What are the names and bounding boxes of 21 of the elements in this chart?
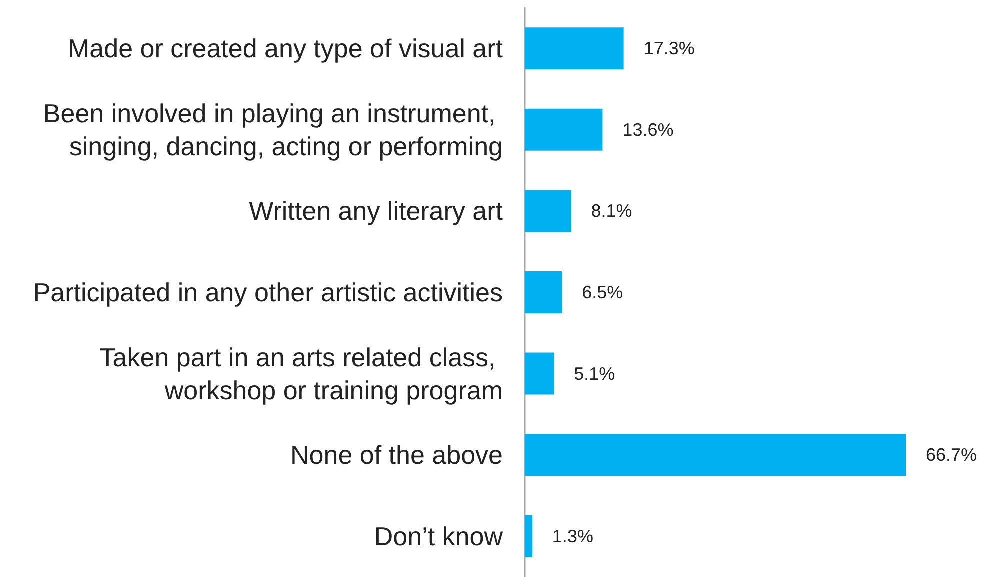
data-label: 8.1% xyxy=(591,201,632,222)
y-tick-label: None of the above xyxy=(290,440,503,470)
data-label: 6.5% xyxy=(582,282,624,302)
data-label: 13.6% xyxy=(622,120,674,140)
y-tick-label: Don’t know xyxy=(374,521,504,552)
bar xyxy=(525,190,572,232)
y-tick-label: Been involved in playing an instrument, singing, dancing, acting or performing xyxy=(43,98,503,162)
y-tick-label: Made or created any type of visual art xyxy=(68,34,504,64)
y-tick-label: Written any literary art xyxy=(249,196,504,226)
data-label: 66.7% xyxy=(926,445,978,466)
y-tick-label: Participated in any other artistic activities xyxy=(33,278,503,308)
bar xyxy=(525,352,554,395)
bar xyxy=(525,434,906,476)
bar xyxy=(525,28,624,70)
data-label: 17.3% xyxy=(644,38,695,59)
bar xyxy=(525,515,532,558)
bar xyxy=(525,108,603,151)
bar xyxy=(525,272,562,314)
y-tick-label: Taken part in an arts related class, workshop or training program xyxy=(100,342,503,406)
data-label: 1.3% xyxy=(552,526,594,546)
data-label: 5.1% xyxy=(574,364,616,384)
